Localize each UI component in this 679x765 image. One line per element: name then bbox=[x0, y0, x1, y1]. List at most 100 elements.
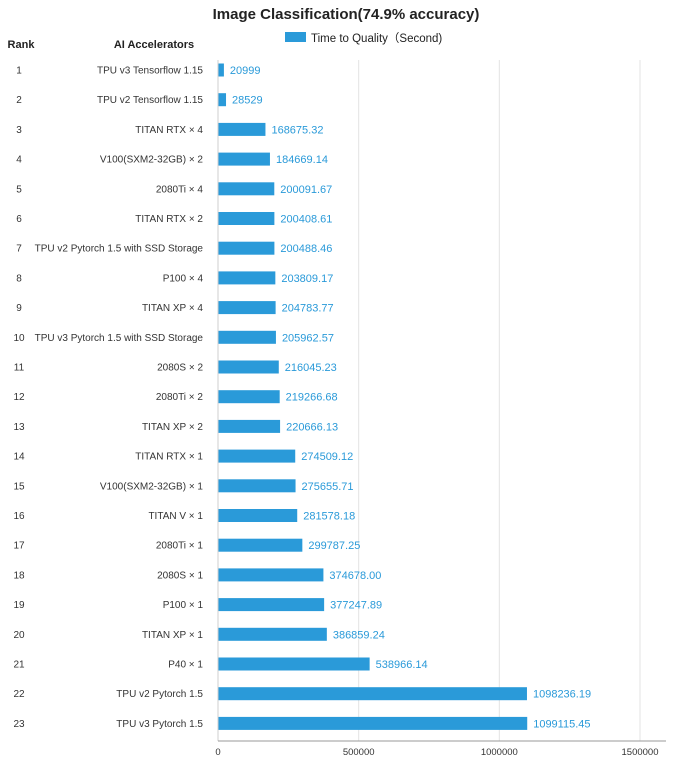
value-label: 281578.18 bbox=[303, 511, 355, 523]
value-label: 1098236.19 bbox=[533, 689, 591, 701]
category-label: 2080Ti × 2 bbox=[156, 392, 204, 403]
bar bbox=[218, 598, 325, 612]
bar bbox=[218, 390, 280, 404]
rank-label: 22 bbox=[13, 689, 25, 700]
category-label: TITAN RTX × 4 bbox=[135, 125, 203, 136]
x-tick-label: 1000000 bbox=[481, 747, 518, 758]
value-label: 219266.68 bbox=[286, 392, 338, 404]
category-label: TPU v3 Pytorch 1.5 with SSD Storage bbox=[35, 333, 204, 344]
chart-title: Image Classification(74.9% accuracy) bbox=[213, 6, 480, 23]
value-label: 299787.25 bbox=[308, 540, 360, 552]
bar bbox=[218, 63, 224, 77]
value-label: 203809.17 bbox=[281, 273, 333, 285]
rank-label: 14 bbox=[13, 452, 25, 463]
category-label: 2080Ti × 1 bbox=[156, 541, 204, 552]
x-tick-label: 0 bbox=[215, 747, 220, 758]
category-label: TITAN XP × 2 bbox=[142, 422, 203, 433]
rank-label: 18 bbox=[13, 570, 25, 581]
category-label: 2080S × 2 bbox=[157, 363, 203, 374]
category-label: TITAN RTX × 2 bbox=[135, 214, 203, 225]
rank-label: 20 bbox=[13, 630, 25, 641]
bar bbox=[218, 152, 270, 166]
value-label: 205962.57 bbox=[282, 332, 334, 344]
gridlines bbox=[358, 60, 641, 741]
rank-label: 5 bbox=[16, 184, 22, 195]
category-label: 2080Ti × 4 bbox=[156, 184, 204, 195]
bar bbox=[218, 360, 279, 374]
category-label: V100(SXM2-32GB) × 2 bbox=[100, 155, 204, 166]
category-label: TPU v2 Tensorflow 1.15 bbox=[97, 95, 203, 106]
rank-label: 16 bbox=[13, 511, 25, 522]
bar bbox=[218, 509, 298, 522]
bar bbox=[218, 657, 370, 671]
bar bbox=[218, 479, 296, 493]
value-label: 374678.00 bbox=[329, 570, 381, 582]
rank-label: 4 bbox=[16, 155, 22, 166]
rank-label: 15 bbox=[13, 481, 25, 492]
value-label: 216045.23 bbox=[285, 362, 337, 374]
value-label: 220666.13 bbox=[286, 421, 338, 433]
bar bbox=[218, 627, 327, 641]
category-label: TITAN RTX × 1 bbox=[135, 452, 203, 463]
bar bbox=[218, 182, 275, 196]
bar bbox=[218, 419, 281, 433]
category-label: P40 × 1 bbox=[168, 660, 203, 671]
x-axis: 0 500000 1000000 1500000 bbox=[215, 60, 666, 758]
value-label: 200091.67 bbox=[280, 184, 332, 196]
value-label: 275655.71 bbox=[302, 481, 354, 493]
rank-label: 9 bbox=[16, 303, 22, 314]
category-label: TITAN V × 1 bbox=[148, 511, 203, 522]
bar bbox=[218, 330, 276, 344]
bar bbox=[218, 271, 276, 285]
rank-label: 13 bbox=[13, 422, 25, 433]
value-label: 20999 bbox=[230, 65, 261, 77]
value-label: 28529 bbox=[232, 95, 263, 107]
rank-label: 3 bbox=[16, 125, 22, 136]
value-label: 1099115.45 bbox=[533, 718, 590, 730]
value-label: 168675.32 bbox=[271, 124, 323, 136]
rank-label: 17 bbox=[13, 541, 25, 552]
rank-label: 12 bbox=[13, 392, 25, 403]
rank-label: 1 bbox=[16, 66, 22, 77]
value-label: 200408.61 bbox=[280, 214, 332, 226]
rank-label: 6 bbox=[16, 214, 22, 225]
value-label: 386859.24 bbox=[333, 629, 385, 641]
category-label: 2080S × 1 bbox=[157, 570, 203, 581]
rank-label: 23 bbox=[13, 719, 25, 730]
category-label: TPU v3 Pytorch 1.5 bbox=[116, 719, 203, 730]
category-label: TPU v2 Pytorch 1.5 with SSD Storage bbox=[35, 244, 204, 255]
bar bbox=[218, 122, 266, 136]
rank-label: 19 bbox=[13, 600, 25, 611]
category-label: V100(SXM2-32GB) × 1 bbox=[100, 481, 204, 492]
rank-label: 11 bbox=[14, 363, 25, 374]
value-label: 538966.14 bbox=[376, 659, 428, 671]
category-label: TITAN XP × 1 bbox=[142, 630, 203, 641]
value-label: 274509.12 bbox=[301, 451, 353, 463]
value-label: 377247.89 bbox=[330, 600, 382, 612]
category-label: TPU v3 Tensorflow 1.15 bbox=[97, 66, 203, 77]
rank-column-header: Rank bbox=[8, 39, 36, 51]
value-label: 200488.46 bbox=[280, 243, 332, 255]
bar bbox=[218, 568, 324, 582]
accelerator-column-header: AI Accelerators bbox=[114, 39, 194, 51]
bar bbox=[218, 241, 275, 255]
value-label: 204783.77 bbox=[282, 303, 334, 315]
x-tick-label: 500000 bbox=[343, 747, 375, 758]
category-label: TPU v2 Pytorch 1.5 bbox=[116, 689, 203, 700]
bars: 1 TPU v3 Tensorflow 1.15 20999 2 TPU v2 Tens… bbox=[13, 63, 591, 730]
rank-label: 7 bbox=[16, 244, 22, 255]
rank-label: 21 bbox=[13, 660, 25, 671]
bar bbox=[218, 301, 276, 315]
bar bbox=[218, 687, 527, 701]
legend-swatch bbox=[285, 32, 306, 42]
value-label: 184669.14 bbox=[276, 154, 328, 166]
category-label: P100 × 1 bbox=[163, 600, 204, 611]
bar bbox=[218, 538, 303, 552]
legend-label: Time to Quality（Second) bbox=[311, 32, 442, 45]
x-tick-label: 1500000 bbox=[622, 747, 659, 758]
rank-label: 10 bbox=[13, 333, 25, 344]
bar bbox=[218, 449, 296, 463]
category-label: TITAN XP × 4 bbox=[142, 303, 203, 314]
bar bbox=[218, 93, 227, 107]
category-label: P100 × 4 bbox=[163, 273, 204, 284]
